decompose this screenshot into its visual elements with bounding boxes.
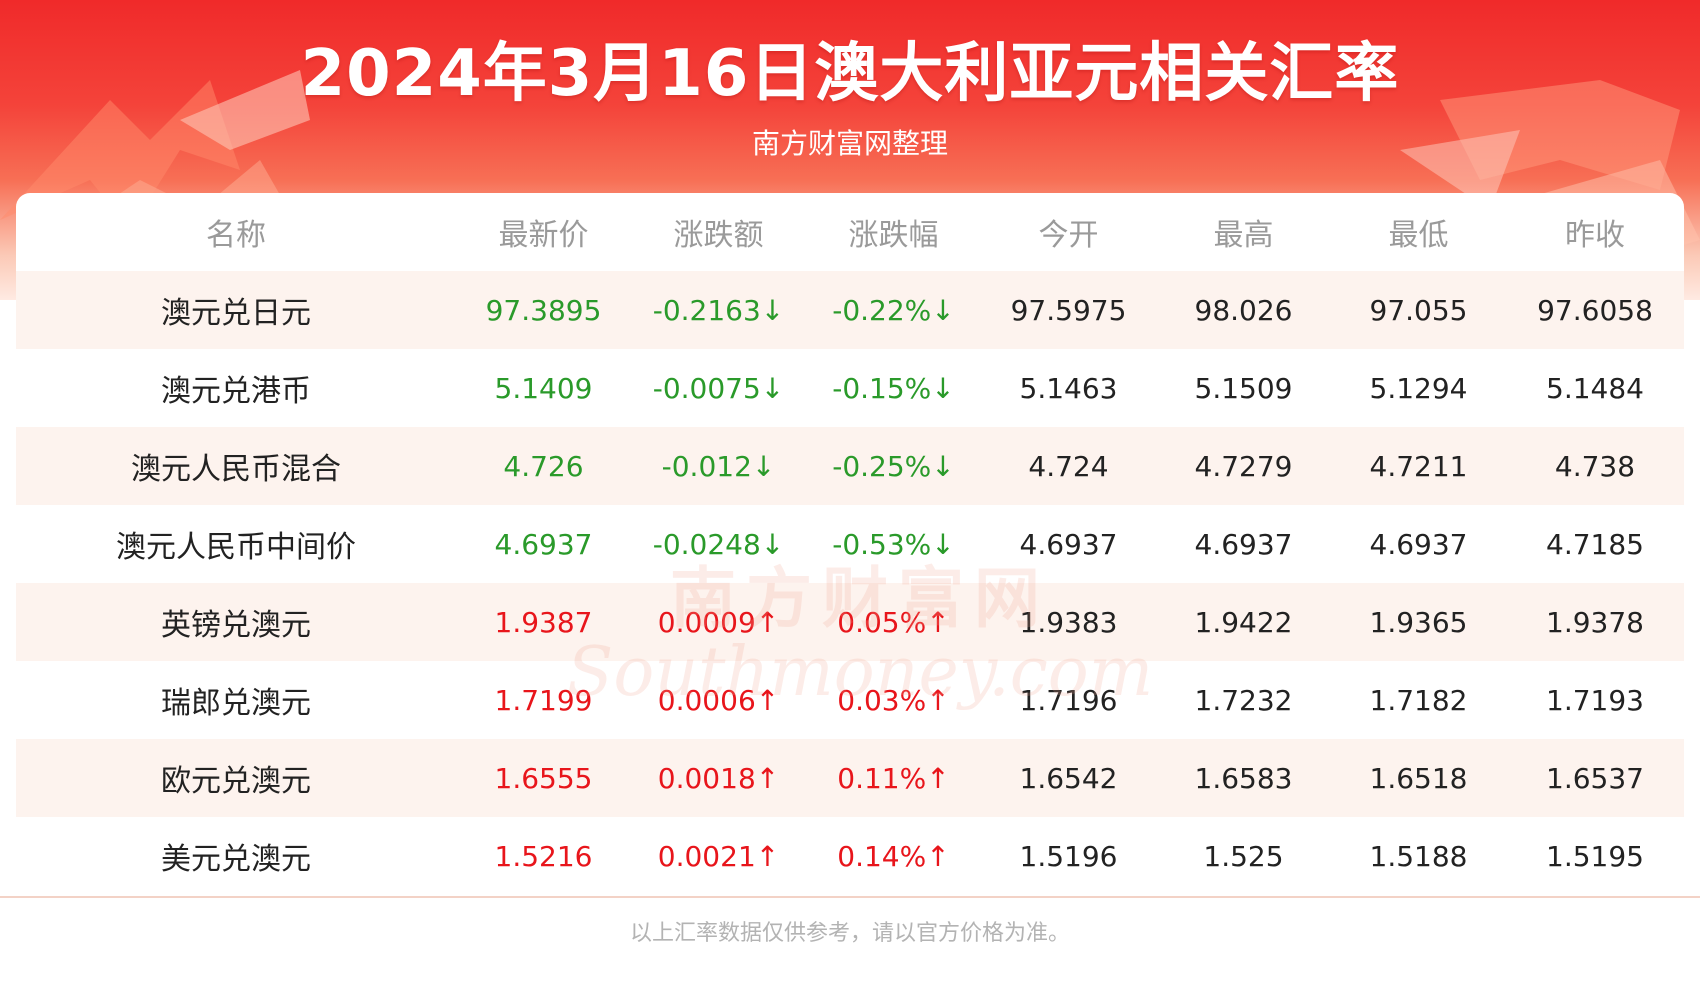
footer-divider [0, 896, 1700, 898]
header-open: 今开 [1038, 218, 1099, 253]
open-price: 4.6937 [1019, 527, 1118, 561]
header-change: 涨跌额 [673, 218, 764, 253]
change-percent: -0.15%↓ [832, 371, 955, 405]
open-price: 1.5196 [1019, 839, 1118, 873]
low-price: 1.5188 [1369, 839, 1468, 873]
low-price: 97.055 [1369, 293, 1468, 327]
change-percent: 0.11%↑ [837, 761, 950, 795]
prev-close-price: 5.1484 [1546, 371, 1644, 405]
high-price: 1.7232 [1194, 683, 1293, 717]
prev-close-price: 1.5195 [1546, 839, 1644, 873]
prev-close-price: 1.6537 [1546, 761, 1644, 795]
rate-name: 英镑兑澳元 [161, 608, 311, 643]
change-amount: 0.0006↑ [657, 683, 780, 717]
rate-name: 澳元人民币混合 [131, 452, 341, 487]
change-percent: -0.22%↓ [832, 293, 955, 327]
open-price: 1.7196 [1019, 683, 1118, 717]
rate-name: 澳元人民币中间价 [116, 530, 356, 565]
high-price: 4.7279 [1194, 449, 1293, 483]
rate-name: 澳元兑日元 [161, 296, 311, 331]
low-price: 5.1294 [1369, 371, 1468, 405]
prev-close-price: 4.738 [1554, 449, 1636, 483]
rate-name: 美元兑澳元 [161, 842, 311, 877]
prev-close-price: 97.6058 [1537, 293, 1653, 327]
change-amount: 0.0009↑ [657, 605, 780, 639]
exchange-rate-table: 名称 最新价 涨跌额 涨跌幅 今开 最高 最低 昨收 澳元兑日元 97.3895… [16, 193, 1684, 895]
change-percent: -0.25%↓ [832, 449, 955, 483]
change-percent: 0.14%↑ [837, 839, 950, 873]
high-price: 1.6583 [1194, 761, 1293, 795]
change-amount: -0.012↓ [661, 449, 776, 483]
low-price: 1.9365 [1369, 605, 1468, 639]
open-price: 1.9383 [1019, 605, 1118, 639]
table-row: 美元兑澳元 1.5216 0.0021↑ 0.14%↑ 1.5196 1.525… [16, 817, 1684, 895]
latest-price: 1.5216 [494, 839, 593, 873]
low-price: 4.7211 [1369, 449, 1468, 483]
latest-price: 5.1409 [494, 371, 593, 405]
change-amount: 0.0021↑ [657, 839, 780, 873]
table-row: 澳元兑港币 5.1409 -0.0075↓ -0.15%↓ 5.1463 5.1… [16, 349, 1684, 427]
rate-name: 澳元兑港币 [161, 374, 311, 409]
change-percent: 0.03%↑ [837, 683, 950, 717]
high-price: 1.525 [1203, 839, 1284, 873]
open-price: 97.5975 [1010, 293, 1127, 327]
page-subtitle: 南方财富网整理 [751, 127, 948, 160]
open-price: 5.1463 [1019, 371, 1118, 405]
header-prev-close: 昨收 [1565, 218, 1625, 253]
latest-price: 1.6555 [494, 761, 593, 795]
open-price: 4.724 [1028, 449, 1109, 483]
header-latest: 最新价 [498, 218, 589, 253]
prev-close-price: 1.7193 [1546, 683, 1644, 717]
page-title: 2024年3月16日澳大利亚元相关汇率 [300, 37, 1400, 111]
change-percent: 0.05%↑ [837, 605, 950, 639]
latest-price: 4.6937 [494, 527, 593, 561]
latest-price: 1.7199 [494, 683, 593, 717]
high-price: 98.026 [1194, 293, 1293, 327]
change-percent: -0.53%↓ [832, 527, 955, 561]
open-price: 1.6542 [1019, 761, 1118, 795]
table-row: 澳元人民币中间价 4.6937 -0.0248↓ -0.53%↓ 4.6937 … [16, 505, 1684, 583]
high-price: 4.6937 [1194, 527, 1293, 561]
change-amount: -0.0248↓ [652, 527, 785, 561]
low-price: 1.6518 [1369, 761, 1468, 795]
low-price: 1.7182 [1369, 683, 1468, 717]
prev-close-price: 4.7185 [1546, 527, 1644, 561]
change-amount: -0.0075↓ [652, 371, 785, 405]
prev-close-price: 1.9378 [1546, 605, 1644, 639]
table-row: 英镑兑澳元 1.9387 0.0009↑ 0.05%↑ 1.9383 1.942… [16, 583, 1684, 661]
change-amount: -0.2163↓ [652, 293, 785, 327]
table-row: 瑞郎兑澳元 1.7199 0.0006↑ 0.03%↑ 1.7196 1.723… [16, 661, 1684, 739]
header-name: 名称 [206, 218, 266, 253]
disclaimer-text: 以上汇率数据仅供参考，请以官方价格为准。 [629, 921, 1070, 946]
table-row: 澳元兑日元 97.3895 -0.2163↓ -0.22%↓ 97.5975 9… [16, 271, 1684, 349]
table-row: 欧元兑澳元 1.6555 0.0018↑ 0.11%↑ 1.6542 1.658… [16, 739, 1684, 817]
change-amount: 0.0018↑ [657, 761, 780, 795]
header-low: 最低 [1388, 218, 1449, 253]
table-row: 澳元人民币混合 4.726 -0.012↓ -0.25%↓ 4.724 4.72… [16, 427, 1684, 505]
header-high: 最高 [1213, 218, 1274, 253]
latest-price: 1.9387 [494, 605, 593, 639]
low-price: 4.6937 [1369, 527, 1468, 561]
high-price: 1.9422 [1194, 605, 1293, 639]
table-header-row: 名称 最新价 涨跌额 涨跌幅 今开 最高 最低 昨收 [16, 193, 1684, 271]
latest-price: 4.726 [503, 449, 584, 483]
rate-name: 欧元兑澳元 [161, 764, 311, 799]
high-price: 5.1509 [1194, 371, 1293, 405]
rate-name: 瑞郎兑澳元 [161, 686, 311, 721]
latest-price: 97.3895 [485, 293, 602, 327]
header-change-pct: 涨跌幅 [848, 218, 939, 253]
